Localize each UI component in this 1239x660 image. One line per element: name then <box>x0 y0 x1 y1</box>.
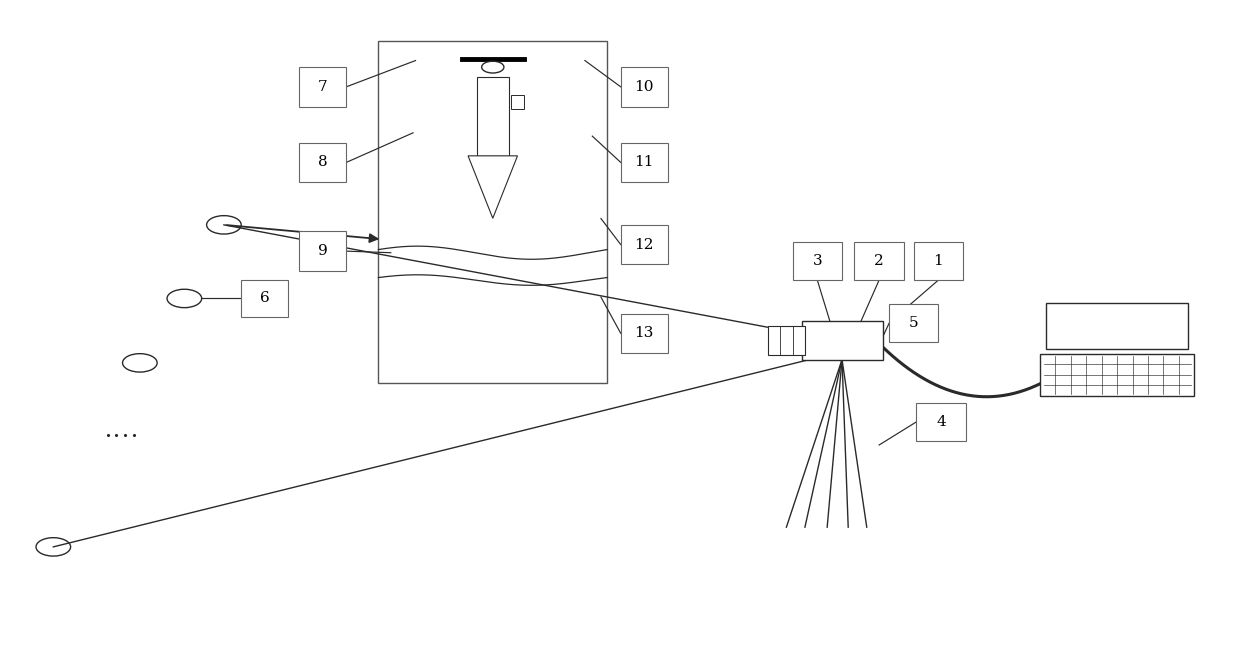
Bar <box>768 326 805 355</box>
Text: 11: 11 <box>634 155 654 170</box>
Text: 8: 8 <box>318 155 327 170</box>
Text: 10: 10 <box>634 80 654 94</box>
Text: 6: 6 <box>260 292 270 306</box>
Bar <box>1040 354 1194 396</box>
Polygon shape <box>468 156 518 218</box>
Bar <box>855 242 903 280</box>
Bar <box>621 225 668 264</box>
Text: 12: 12 <box>634 238 654 251</box>
Text: 4: 4 <box>935 415 945 429</box>
Bar <box>621 143 668 182</box>
Bar <box>803 321 883 360</box>
Bar <box>300 67 346 106</box>
Bar <box>890 304 938 343</box>
Bar <box>378 41 607 383</box>
Bar <box>621 67 668 106</box>
Bar <box>621 314 668 353</box>
Bar <box>913 242 963 280</box>
Text: 2: 2 <box>875 254 883 268</box>
Text: 3: 3 <box>813 254 823 268</box>
Bar <box>477 77 509 156</box>
Text: 7: 7 <box>318 80 327 94</box>
Bar <box>1046 303 1188 349</box>
Text: 13: 13 <box>634 326 654 341</box>
Text: 1: 1 <box>933 254 943 268</box>
Bar <box>300 143 346 182</box>
Bar <box>793 242 843 280</box>
Text: 9: 9 <box>318 244 327 258</box>
Bar <box>512 96 524 108</box>
Bar <box>916 403 965 441</box>
Bar <box>300 232 346 271</box>
Text: 5: 5 <box>909 316 918 331</box>
Bar <box>242 280 289 317</box>
